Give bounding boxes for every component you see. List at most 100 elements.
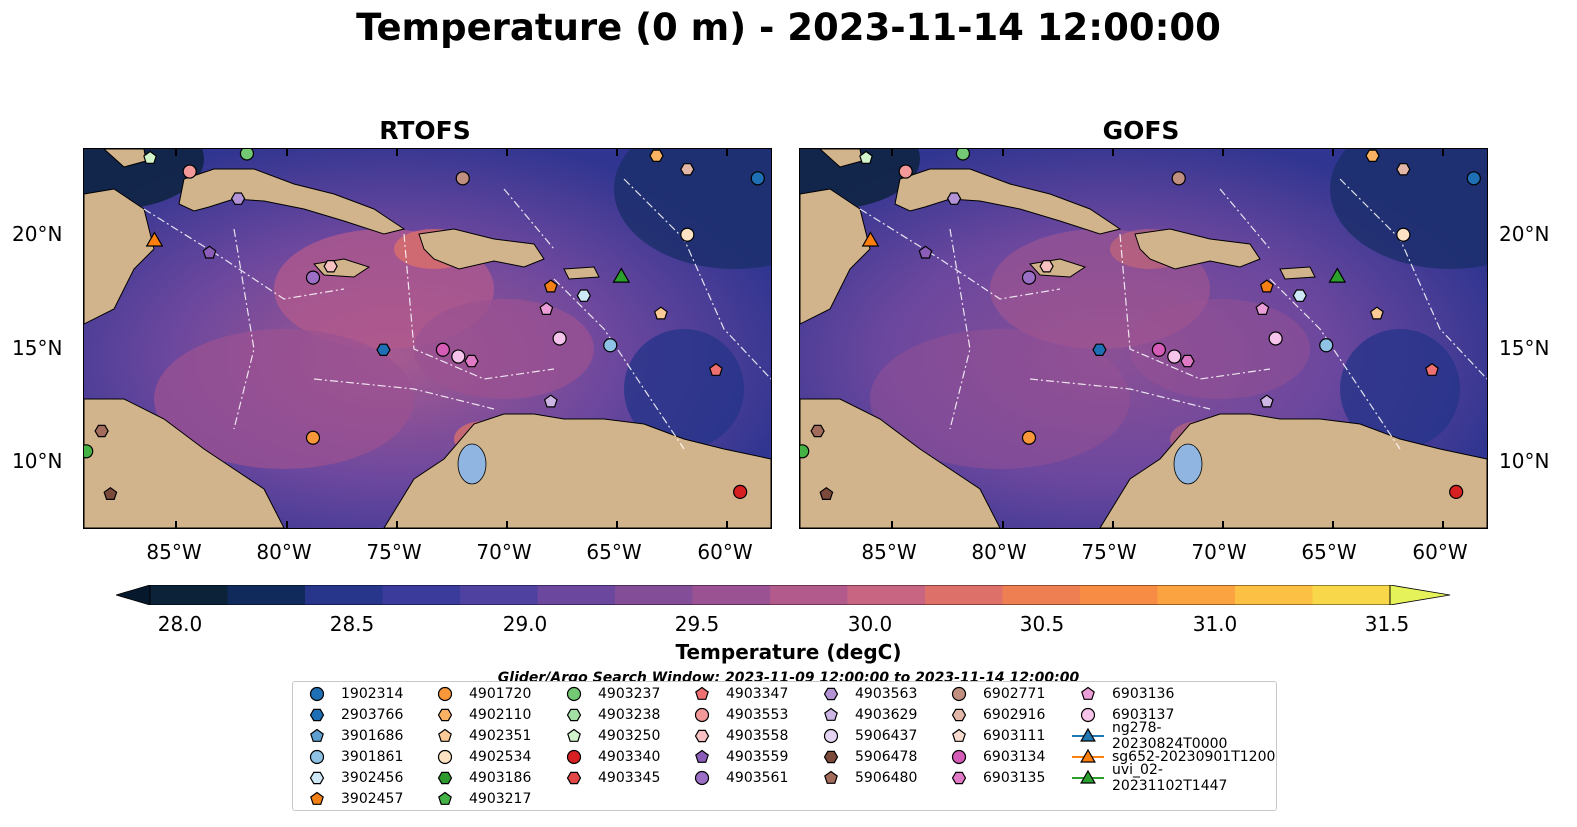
legend-item[interactable]: 4903553 <box>686 705 788 725</box>
legend-item[interactable]: 6903136 <box>1072 684 1174 704</box>
rtofs-float-marker[interactable] <box>612 267 631 283</box>
rtofs-float-marker[interactable] <box>464 354 479 368</box>
gofs-float-marker[interactable] <box>859 150 873 164</box>
rtofs-float-marker[interactable] <box>653 306 668 320</box>
legend-item[interactable]: 4902351 <box>429 726 531 746</box>
legend-item[interactable]: sg652-20230901T1200 <box>1072 747 1275 767</box>
rtofs-float-marker[interactable] <box>94 424 109 438</box>
gofs-float-marker[interactable] <box>1292 289 1307 302</box>
legend-item[interactable]: 5906437 <box>815 726 917 746</box>
legend-item[interactable]: 5906480 <box>815 768 917 788</box>
rtofs-float-marker[interactable] <box>143 150 157 164</box>
rtofs-float-marker[interactable] <box>435 342 451 357</box>
gofs-float-marker[interactable] <box>918 245 933 259</box>
gofs-float-marker[interactable] <box>810 424 825 438</box>
rtofs-float-marker[interactable] <box>576 289 591 302</box>
legend-item[interactable]: 6903134 <box>943 747 1045 767</box>
rtofs-float-marker[interactable] <box>239 149 255 161</box>
gofs-float-marker[interactable] <box>800 444 810 459</box>
legend-item[interactable]: uvi_02-20231102T1447 <box>1072 762 1276 794</box>
legend-item[interactable]: 6903135 <box>943 768 1045 788</box>
gofs-float-marker[interactable] <box>1255 301 1270 315</box>
rtofs-float-marker[interactable] <box>84 444 94 459</box>
rtofs-float-marker[interactable] <box>733 484 748 500</box>
gofs-float-marker[interactable] <box>1167 349 1182 364</box>
rtofs-float-marker[interactable] <box>103 486 118 500</box>
legend-item[interactable]: 6903111 <box>943 726 1045 746</box>
gofs-float-marker[interactable] <box>898 164 913 179</box>
legend-item[interactable]: 3901686 <box>301 726 403 746</box>
rtofs-float-marker[interactable] <box>543 394 558 408</box>
legend-item[interactable]: 1902314 <box>301 684 403 704</box>
gofs-float-marker[interactable] <box>955 149 971 161</box>
legend-item[interactable]: 4903558 <box>686 726 788 746</box>
gofs-float-marker[interactable] <box>1259 279 1274 293</box>
gofs-float-marker[interactable] <box>1369 306 1384 320</box>
gofs-float-marker[interactable] <box>1425 362 1439 376</box>
gofs-float-marker[interactable] <box>819 486 834 500</box>
legend-item[interactable]: 6902771 <box>943 684 1045 704</box>
gofs-float-marker[interactable] <box>1396 227 1411 242</box>
rtofs-float-marker[interactable] <box>305 430 321 445</box>
legend-item[interactable]: 2903766 <box>301 705 403 725</box>
gofs-float-marker[interactable] <box>1365 149 1380 162</box>
rtofs-float-marker[interactable] <box>451 349 466 364</box>
rtofs-float-marker[interactable] <box>680 227 695 242</box>
rtofs-map[interactable] <box>83 148 772 529</box>
gofs-float-marker[interactable] <box>1319 338 1334 353</box>
gofs-float-marker[interactable] <box>1268 331 1283 346</box>
gofs-float-marker[interactable] <box>1092 343 1107 356</box>
rtofs-float-marker[interactable] <box>202 245 217 259</box>
gofs-float-marker[interactable] <box>1180 354 1195 368</box>
legend-item[interactable]: 4903629 <box>815 705 917 725</box>
rtofs-float-marker[interactable] <box>323 260 338 273</box>
gofs-float-marker[interactable] <box>1328 267 1347 283</box>
legend-item[interactable]: 4903186 <box>429 768 531 788</box>
legend-item[interactable]: ng278-20230824T0000 <box>1072 720 1276 752</box>
gofs-float-marker[interactable] <box>1396 163 1411 176</box>
gofs-float-marker[interactable] <box>1021 270 1037 285</box>
rtofs-float-marker[interactable] <box>552 331 567 346</box>
rtofs-float-marker[interactable] <box>543 279 558 293</box>
rtofs-float-marker[interactable] <box>750 171 765 186</box>
legend-item[interactable]: 4903559 <box>686 747 788 767</box>
gofs-float-marker[interactable] <box>1171 171 1186 186</box>
rtofs-float-marker[interactable] <box>649 149 664 162</box>
gofs-float-marker[interactable] <box>1466 171 1481 186</box>
gofs-float-marker[interactable] <box>861 231 880 247</box>
gofs-float-marker[interactable] <box>1039 260 1054 273</box>
rtofs-float-marker[interactable] <box>376 343 391 356</box>
gofs-float-marker[interactable] <box>946 192 962 205</box>
legend-item[interactable]: 4902110 <box>429 705 531 725</box>
legend-item[interactable]: 4903563 <box>815 684 917 704</box>
legend-item[interactable]: 3901861 <box>301 747 403 767</box>
legend-item[interactable]: 4903345 <box>558 768 660 788</box>
legend-item[interactable]: 4902534 <box>429 747 531 767</box>
gofs-map[interactable] <box>799 148 1488 529</box>
gofs-float-marker[interactable] <box>1151 342 1167 357</box>
gofs-float-marker[interactable] <box>1449 484 1464 500</box>
gofs-float-marker[interactable] <box>1259 394 1274 408</box>
legend-item[interactable]: 6903137 <box>1072 705 1174 725</box>
legend-item[interactable]: 3902456 <box>301 768 403 788</box>
rtofs-float-marker[interactable] <box>455 171 470 186</box>
legend-item[interactable]: 4901720 <box>429 684 531 704</box>
legend-item[interactable]: 4903347 <box>686 684 788 704</box>
legend-item[interactable]: 6902916 <box>943 705 1045 725</box>
legend-item[interactable]: 4903238 <box>558 705 660 725</box>
legend-item[interactable]: 4903340 <box>558 747 660 767</box>
rtofs-float-marker[interactable] <box>182 164 197 179</box>
rtofs-float-marker[interactable] <box>603 338 618 353</box>
rtofs-float-marker[interactable] <box>539 301 554 315</box>
legend-item[interactable]: 4903237 <box>558 684 660 704</box>
rtofs-float-marker[interactable] <box>305 270 321 285</box>
rtofs-float-marker[interactable] <box>680 163 695 176</box>
gofs-float-marker[interactable] <box>1021 430 1037 445</box>
legend-item[interactable]: 5906478 <box>815 747 917 767</box>
rtofs-float-marker[interactable] <box>145 231 164 247</box>
rtofs-float-marker[interactable] <box>709 362 723 376</box>
legend-item[interactable]: 3902457 <box>301 789 403 809</box>
rtofs-float-marker[interactable] <box>230 192 246 205</box>
legend-item[interactable]: 4903217 <box>429 789 531 809</box>
legend-item[interactable]: 4903250 <box>558 726 660 746</box>
